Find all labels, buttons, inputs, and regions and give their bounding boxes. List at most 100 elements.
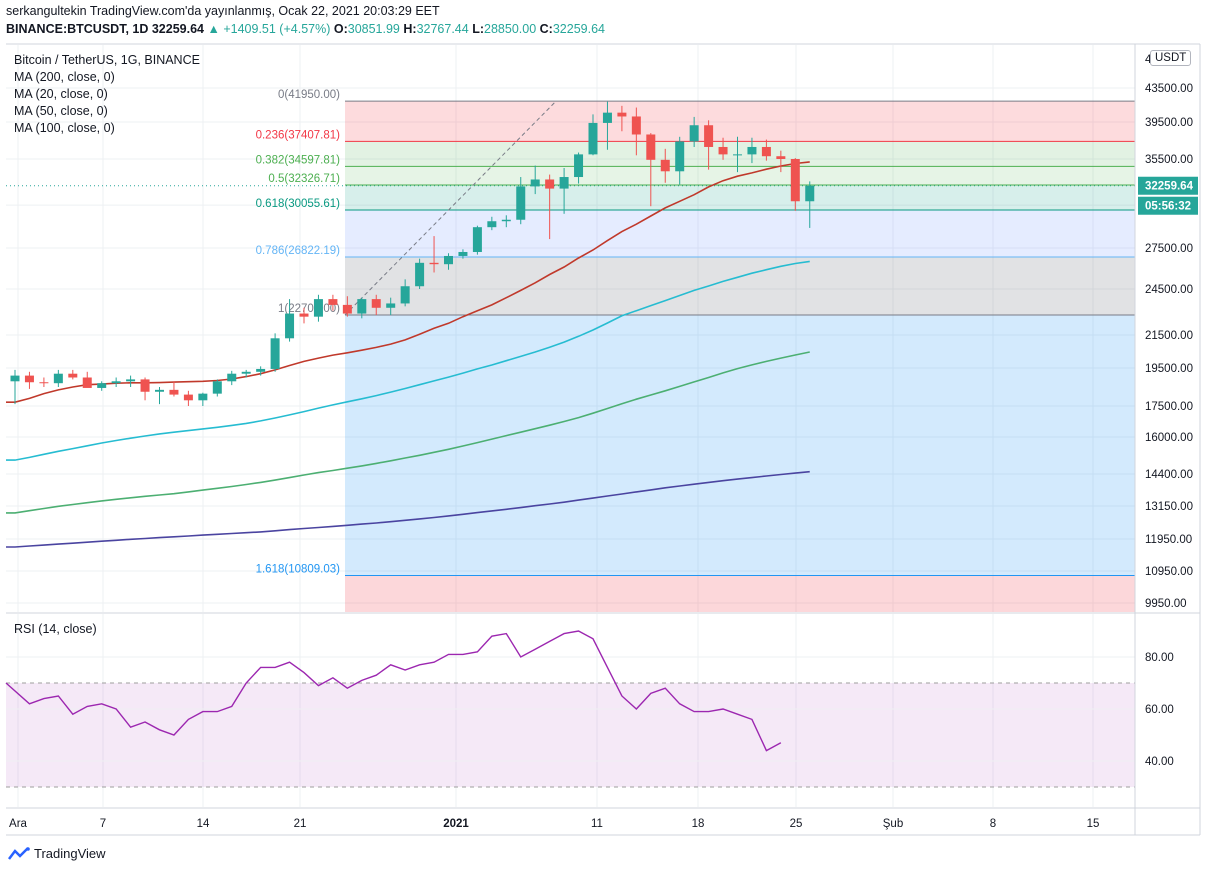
candle-body: [39, 382, 49, 384]
candle: [472, 225, 482, 255]
candle-body: [82, 377, 92, 388]
candle: [704, 120, 714, 170]
price-tick-label: 24500.00: [1145, 284, 1193, 296]
candle-body: [458, 251, 468, 256]
candle-body: [444, 255, 453, 265]
tradingview-logo-icon: [8, 846, 30, 860]
time-tick-label: 18: [692, 818, 705, 830]
rsi-pane: [5, 630, 1135, 788]
candle: [458, 249, 468, 259]
candle: [270, 333, 280, 372]
currency-button[interactable]: USDT: [1150, 50, 1192, 66]
candle: [487, 216, 497, 231]
candle: [68, 369, 78, 380]
time-tick-label: 2021: [443, 818, 469, 830]
candle: [588, 114, 598, 156]
last-price-badge: [1138, 176, 1198, 195]
candle-body: [155, 389, 164, 392]
candle-body: [53, 373, 63, 384]
candle: [241, 369, 251, 378]
fib-level-label: 0(41950.00): [278, 89, 340, 101]
candle-body: [212, 381, 222, 394]
candle: [82, 371, 92, 388]
candle: [415, 258, 425, 289]
candle-body: [747, 146, 757, 155]
price-axis-top-label: 4: [1145, 54, 1152, 66]
candle-body: [140, 379, 150, 392]
candle: [97, 381, 107, 391]
candle-body: [386, 303, 396, 308]
price-tick-label: 13150.00: [1145, 501, 1193, 513]
candle-body: [530, 179, 540, 187]
candle-body: [415, 262, 425, 287]
candle: [10, 369, 20, 405]
ohlc-header: BINANCE:BTCUSDT, 1D 32259.64 ▲ +1409.51 …: [6, 22, 605, 36]
candle: [285, 299, 295, 342]
candle-body: [97, 383, 107, 388]
fib-level-label: 1.618(10809.03): [256, 564, 341, 576]
countdown-label: 05:56:32: [1145, 201, 1191, 213]
candle: [776, 150, 786, 173]
close-value: 32259.64: [552, 22, 605, 36]
candle: [501, 215, 511, 228]
time-tick-label: 21: [294, 818, 307, 830]
candle-body: [299, 313, 309, 317]
candle-body: [646, 134, 656, 160]
change-value: +1409.51 (+4.57%): [223, 22, 331, 36]
candle: [559, 168, 569, 214]
candle: [733, 136, 742, 173]
candle: [357, 297, 367, 319]
candle-body: [689, 125, 699, 142]
candle-body: [313, 299, 323, 317]
candle: [400, 279, 410, 307]
price-tick-label: 19500.00: [1145, 363, 1193, 375]
candle: [111, 377, 121, 387]
brand-name: TradingView: [34, 846, 106, 861]
candle-body: [183, 394, 193, 401]
candle-body: [545, 179, 555, 189]
candle: [617, 105, 627, 132]
candle: [545, 174, 555, 240]
candle-body: [761, 146, 771, 157]
candle-body: [10, 375, 20, 382]
candle-body: [776, 156, 786, 159]
fib-level-label: 0.786(26822.19): [256, 245, 341, 257]
candle: [299, 307, 309, 324]
fib-level-label: 1(22700.00): [278, 303, 340, 315]
candle-body: [617, 112, 627, 117]
footer-brand[interactable]: TradingView: [8, 846, 106, 861]
time-tick-label: 7: [100, 818, 106, 830]
candle-body: [227, 373, 237, 382]
candle-body: [501, 219, 511, 222]
candle: [631, 107, 641, 156]
price-tick-label: 17500.00: [1145, 401, 1193, 413]
candle: [790, 158, 800, 211]
candle-body: [256, 368, 266, 372]
candle-body: [270, 338, 280, 369]
candle-body: [328, 299, 338, 305]
candles: [10, 101, 815, 406]
candle-body: [704, 125, 714, 147]
candle: [602, 101, 612, 150]
price-tick-label: 16000.00: [1145, 432, 1193, 444]
candle-body: [241, 371, 251, 374]
candle-body: [429, 262, 439, 265]
fib-band: [345, 141, 1135, 167]
candle-body: [472, 227, 482, 252]
candle: [155, 387, 164, 405]
candle-body: [68, 373, 78, 378]
candle-body: [371, 299, 381, 308]
legend-ma100: MA (100, close, 0): [14, 121, 115, 135]
candle: [140, 377, 150, 401]
high-value: 32767.44: [416, 22, 469, 36]
candle-body: [602, 112, 612, 123]
candle: [516, 177, 526, 225]
time-tick-label: Ara: [9, 818, 28, 830]
legend-ma20: MA (20, close, 0): [14, 87, 108, 101]
ma100-line: [6, 351, 810, 514]
candle: [256, 366, 266, 376]
axes: 443500.0039500.0035500.0030500.0027500.0…: [6, 43, 1201, 836]
candle: [386, 297, 396, 315]
legend-ma50: MA (50, close, 0): [14, 104, 108, 118]
